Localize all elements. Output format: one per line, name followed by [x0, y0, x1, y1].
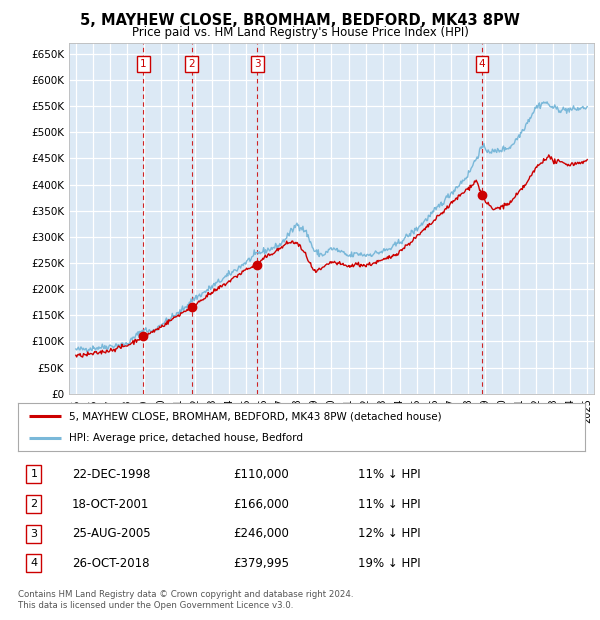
Text: £110,000: £110,000	[233, 468, 289, 481]
Text: £166,000: £166,000	[233, 497, 289, 510]
Text: 1: 1	[31, 469, 37, 479]
Text: 11% ↓ HPI: 11% ↓ HPI	[358, 497, 421, 510]
Text: £246,000: £246,000	[233, 527, 289, 540]
Text: 5, MAYHEW CLOSE, BROMHAM, BEDFORD, MK43 8PW (detached house): 5, MAYHEW CLOSE, BROMHAM, BEDFORD, MK43 …	[69, 411, 442, 421]
Text: HPI: Average price, detached house, Bedford: HPI: Average price, detached house, Bedf…	[69, 433, 303, 443]
Text: 22-DEC-1998: 22-DEC-1998	[72, 468, 150, 481]
Text: 3: 3	[254, 60, 260, 69]
Text: 2: 2	[188, 60, 195, 69]
Text: 5, MAYHEW CLOSE, BROMHAM, BEDFORD, MK43 8PW: 5, MAYHEW CLOSE, BROMHAM, BEDFORD, MK43 …	[80, 13, 520, 29]
Text: £379,995: £379,995	[233, 557, 289, 570]
Text: 4: 4	[31, 559, 37, 569]
Text: 3: 3	[31, 529, 37, 539]
Text: 25-AUG-2005: 25-AUG-2005	[72, 527, 151, 540]
Text: 4: 4	[479, 60, 485, 69]
Text: Price paid vs. HM Land Registry's House Price Index (HPI): Price paid vs. HM Land Registry's House …	[131, 26, 469, 39]
Text: 12% ↓ HPI: 12% ↓ HPI	[358, 527, 421, 540]
Text: 2: 2	[31, 499, 37, 509]
Text: 11% ↓ HPI: 11% ↓ HPI	[358, 468, 421, 481]
Text: 26-OCT-2018: 26-OCT-2018	[72, 557, 149, 570]
Text: 1: 1	[140, 60, 147, 69]
Text: Contains HM Land Registry data © Crown copyright and database right 2024.
This d: Contains HM Land Registry data © Crown c…	[18, 590, 353, 609]
Text: 18-OCT-2001: 18-OCT-2001	[72, 497, 149, 510]
Text: 19% ↓ HPI: 19% ↓ HPI	[358, 557, 421, 570]
